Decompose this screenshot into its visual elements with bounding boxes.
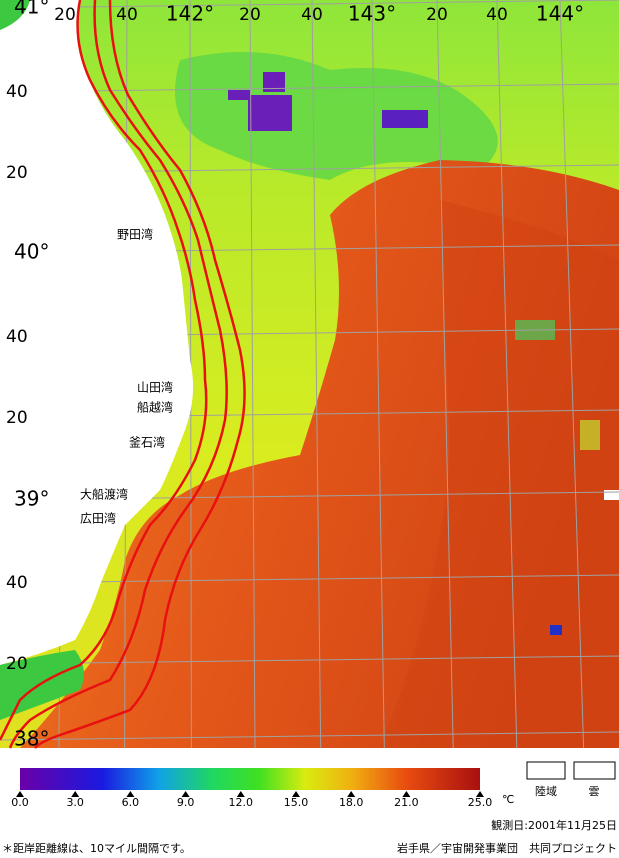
credit: 岩手県／宇宙開発事業団 共同プロジェクト — [397, 841, 617, 855]
place-label: 山田湾 — [137, 380, 173, 395]
longitude-label: 144° — [536, 2, 584, 26]
colorbar-tick-label: 18.0 — [339, 796, 364, 809]
longitude-label: 20 — [239, 5, 261, 25]
colorbar-tick — [236, 791, 245, 797]
longitude-label: 40 — [116, 5, 138, 25]
place-label: 船越湾 — [137, 400, 173, 415]
latitude-label: 40 — [6, 82, 28, 102]
land — [0, 0, 194, 720]
meridian — [249, 0, 256, 749]
latitude-label: 40° — [14, 240, 49, 264]
meridian — [371, 0, 385, 749]
colorbar-unit: ℃ — [502, 793, 514, 806]
colorbar-tick-label: 25.0 — [468, 796, 493, 809]
colorbar-tick — [402, 791, 411, 797]
latitude-label: 39° — [14, 487, 49, 511]
colorbar-tick-label: 15.0 — [284, 796, 309, 809]
footnote: ＊距岸距離線は、10マイル間隔です。 — [2, 841, 191, 855]
colorbar — [20, 768, 480, 790]
longitude-label: 40 — [301, 5, 323, 25]
meridian — [496, 0, 518, 749]
parallel — [0, 83, 619, 93]
colorbar-tick-label: 0.0 — [11, 796, 29, 809]
colorbar-tick — [71, 791, 80, 797]
latitude-label: 38° — [14, 727, 49, 751]
longitude-label: 20 — [54, 5, 76, 25]
colorbar-tick — [126, 791, 135, 797]
colorbar-tick-label: 6.0 — [122, 796, 140, 809]
latitude-label: 40 — [6, 327, 28, 347]
parallel — [0, 655, 619, 665]
meridian — [559, 0, 585, 749]
latitude-label: 41° — [14, 0, 49, 19]
parallel — [0, 731, 619, 741]
colorbar-tick-label: 12.0 — [229, 796, 254, 809]
longitude-label: 143° — [348, 2, 396, 26]
latitude-label: 40 — [6, 573, 28, 593]
meridian — [311, 0, 322, 749]
colorbar-tick-label: 21.0 — [394, 796, 419, 809]
colorbar-tick-label: 9.0 — [177, 796, 195, 809]
colorbar-tick — [181, 791, 190, 797]
latitude-label: 20 — [6, 654, 28, 674]
coordinate-labels: 20 40 142° 20 40 143° 20 40 144° 41° 40 20 40° 40 20 39… — [6, 0, 584, 751]
place-label: 広田湾 — [80, 511, 116, 526]
colorbar-tick — [16, 791, 24, 797]
longitude-label: 142° — [166, 2, 214, 26]
latitude-label: 20 — [6, 408, 28, 428]
parallel — [0, 0, 619, 9]
longitude-label: 40 — [486, 5, 508, 25]
colorbar-tick — [347, 791, 356, 797]
colorbar-tick — [292, 791, 300, 797]
observation-date: 観測日:2001年11月25日 — [491, 818, 617, 832]
place-label: 釜石湾 — [129, 435, 165, 450]
parallel — [0, 574, 619, 584]
distance-lines — [0, 0, 246, 749]
longitude-label: 20 — [426, 5, 448, 25]
latitude-label: 20 — [6, 163, 28, 183]
legend-land: 陸域 — [535, 785, 557, 798]
place-label: 野田湾 — [117, 227, 153, 242]
colorbar-tick-label: 3.0 — [66, 796, 84, 809]
cloud-swatch — [573, 761, 616, 780]
meridian — [436, 0, 454, 749]
land-swatch — [526, 761, 566, 780]
place-label: 大船渡湾 — [80, 487, 128, 502]
colorbar-ticks: 0.0 3.0 6.0 9.0 12.0 15.0 18.0 21.0 25.0 — [11, 791, 492, 809]
colorbar-tick — [476, 791, 484, 797]
legend-cloud: 雲 — [589, 785, 600, 798]
